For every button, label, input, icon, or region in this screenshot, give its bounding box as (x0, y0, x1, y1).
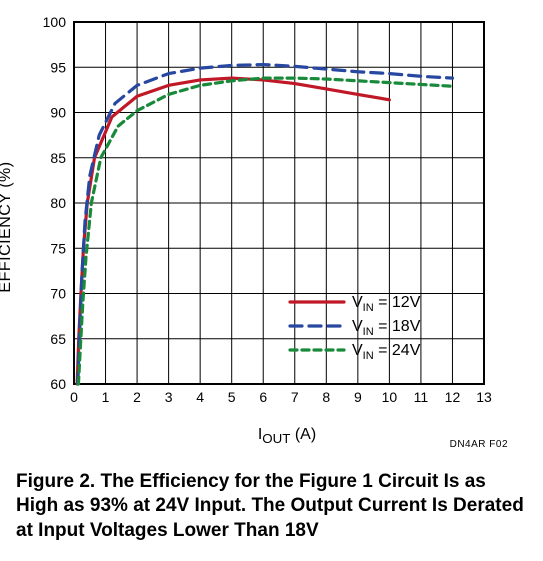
svg-text:2: 2 (133, 389, 141, 405)
figure-caption: Figure 2. The Efficiency for the Figure … (12, 470, 531, 549)
svg-text:0: 0 (70, 389, 78, 405)
y-axis-label: EFFICIENCY (%) (0, 161, 15, 292)
svg-text:95: 95 (50, 59, 66, 75)
svg-text:60: 60 (50, 376, 66, 392)
svg-text:1: 1 (102, 389, 110, 405)
svg-text:4: 4 (196, 389, 204, 405)
svg-text:65: 65 (50, 331, 66, 347)
svg-text:13: 13 (476, 389, 492, 405)
svg-text:9: 9 (354, 389, 362, 405)
efficiency-chart: EFFICIENCY (%) 0123456789101112136065707… (12, 12, 512, 442)
x-axis-label: IOUT (A) (258, 426, 316, 446)
svg-text:6: 6 (259, 389, 267, 405)
chart-svg: 0123456789101112136065707580859095100VIN… (12, 12, 512, 432)
svg-text:7: 7 (291, 389, 299, 405)
svg-text:80: 80 (50, 195, 66, 211)
svg-text:70: 70 (50, 286, 66, 302)
svg-text:8: 8 (322, 389, 330, 405)
figure-code: DN4AR F02 (450, 439, 508, 450)
svg-text:75: 75 (50, 240, 66, 256)
svg-text:100: 100 (43, 14, 67, 30)
svg-text:5: 5 (228, 389, 236, 405)
svg-text:85: 85 (50, 150, 66, 166)
svg-text:VIN = 12V: VIN = 12V (352, 294, 421, 314)
svg-text:12: 12 (445, 389, 461, 405)
svg-text:3: 3 (165, 389, 173, 405)
svg-text:VIN = 18V: VIN = 18V (352, 318, 421, 338)
svg-text:11: 11 (414, 389, 429, 405)
svg-text:VIN = 24V: VIN = 24V (352, 342, 421, 362)
svg-text:90: 90 (50, 105, 66, 121)
svg-text:10: 10 (382, 389, 398, 405)
